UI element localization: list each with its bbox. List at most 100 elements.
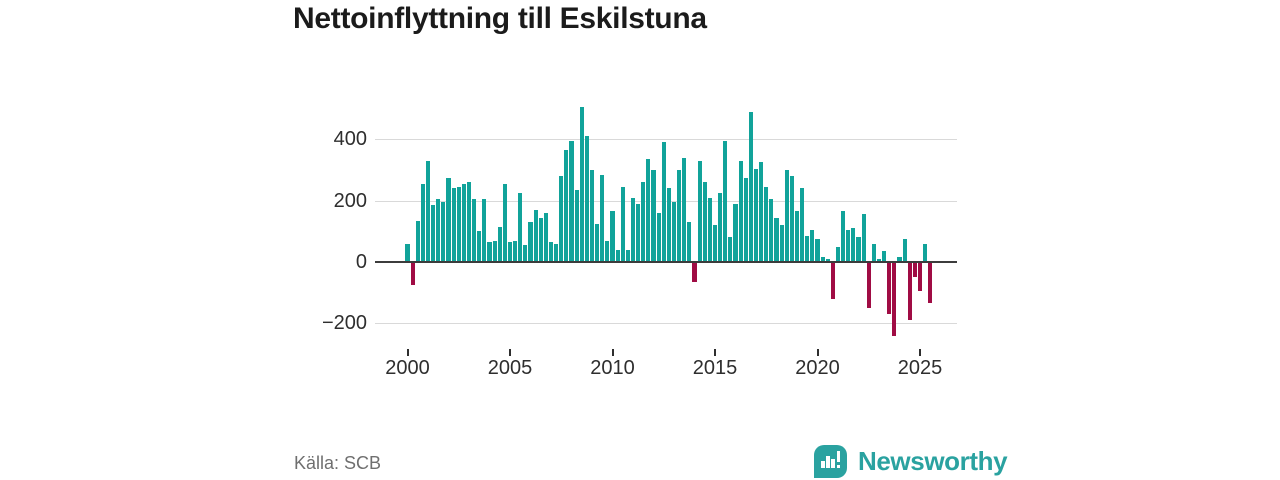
x-axis-label: 2000 (385, 357, 430, 379)
bar (425, 160, 431, 262)
y-axis-label: −200 (321, 312, 367, 335)
bar (533, 209, 538, 262)
x-axis-label: 2020 (795, 357, 840, 379)
bar (769, 199, 774, 262)
bar (589, 170, 595, 262)
bar (856, 237, 861, 262)
bar (548, 242, 554, 262)
bar (707, 197, 712, 262)
bar (641, 182, 646, 262)
x-axis-label: 2015 (692, 357, 738, 379)
bar (774, 217, 779, 262)
bar (835, 246, 841, 262)
bar (892, 262, 897, 336)
bar (569, 140, 574, 262)
bar (502, 183, 507, 262)
y-axis-label: 200 (333, 189, 367, 212)
bar (446, 177, 451, 262)
bar (723, 140, 728, 262)
bar (702, 182, 707, 262)
bar (513, 240, 518, 262)
bar (789, 176, 794, 262)
x-axis-tick (816, 349, 819, 356)
bar (897, 257, 902, 262)
bar (800, 188, 805, 262)
bar (600, 174, 605, 262)
bar (718, 193, 723, 262)
bar (543, 212, 548, 262)
bar (912, 262, 917, 278)
bar (764, 186, 769, 262)
bar (902, 239, 907, 262)
bar (682, 157, 687, 262)
bar (887, 262, 892, 315)
bar (712, 225, 718, 262)
bar (876, 258, 882, 262)
bar (420, 183, 425, 262)
bar (431, 205, 436, 262)
x-axis-tick (919, 349, 921, 356)
bar (625, 249, 630, 262)
bar (482, 199, 487, 262)
bar (538, 217, 543, 262)
bar (697, 160, 702, 262)
bar (851, 228, 856, 262)
gridline (375, 139, 957, 141)
bar (651, 170, 656, 262)
zero-axis-line (375, 260, 957, 264)
bar (810, 229, 815, 262)
bar (410, 262, 415, 285)
bar (917, 262, 923, 292)
bar (656, 212, 661, 262)
bar (487, 242, 492, 262)
bar (677, 170, 682, 262)
bar (687, 222, 692, 262)
bar (461, 183, 466, 262)
gridline (375, 323, 957, 325)
x-axis-tick (406, 349, 409, 356)
bar (605, 240, 610, 262)
bar (456, 186, 461, 262)
bar (441, 202, 446, 262)
bar (574, 189, 579, 262)
bar (738, 160, 743, 262)
bar (820, 257, 825, 262)
x-axis-tick (509, 349, 511, 356)
x-axis-label: 2010 (590, 357, 635, 379)
bar (610, 211, 615, 262)
bar (866, 262, 871, 308)
bar (507, 242, 513, 262)
y-axis-label: 400 (333, 128, 367, 151)
source-note: Källa: SCB (294, 453, 382, 473)
bar (636, 203, 641, 262)
bar (907, 262, 912, 321)
bar (615, 249, 620, 262)
bar (584, 136, 589, 262)
bar (805, 235, 810, 262)
bar (646, 159, 651, 262)
bar (620, 186, 625, 262)
bar (661, 142, 666, 262)
bar (405, 243, 410, 262)
bar (630, 197, 636, 262)
gridline (375, 200, 957, 202)
x-axis-tick (714, 349, 716, 356)
bar-chart-speech-bubble-icon (814, 445, 847, 478)
bar (871, 243, 876, 262)
bar (846, 229, 851, 262)
bar (784, 170, 789, 262)
bar (825, 258, 830, 262)
bar (497, 226, 502, 262)
bar (564, 150, 569, 262)
bar (928, 262, 933, 304)
bar (595, 223, 600, 262)
bar (841, 211, 846, 262)
bar (472, 199, 477, 262)
bar (528, 222, 533, 262)
y-axis-label: 0 (355, 251, 367, 273)
bar (779, 225, 784, 262)
bar (579, 107, 584, 262)
page-title: Nettoinflyttning till Eskilstuna (293, 2, 707, 35)
bar (477, 231, 482, 262)
